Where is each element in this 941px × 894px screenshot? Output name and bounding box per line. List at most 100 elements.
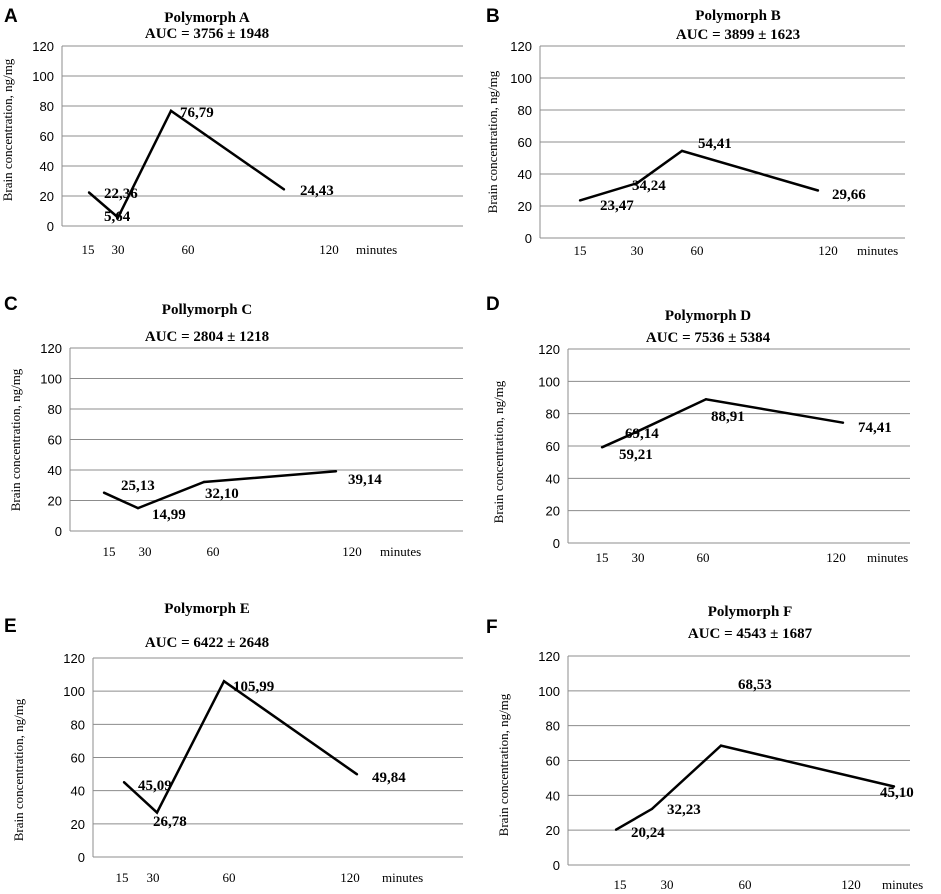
y-tick-label: 60 bbox=[546, 754, 560, 769]
chart-panel-d: D Polymorph D AUC = 7536 ± 5384 0 20 40 60 80 10… bbox=[486, 294, 910, 565]
y-tick-label: 20 bbox=[40, 189, 54, 204]
y-tick-label: 120 bbox=[538, 342, 560, 357]
data-point bbox=[892, 785, 896, 788]
data-point bbox=[635, 182, 639, 185]
auc-subtitle: AUC = 3899 ± 1623 bbox=[676, 27, 800, 43]
y-tick-label: 60 bbox=[48, 433, 62, 448]
data-label: 68,53 bbox=[738, 677, 772, 693]
chart-panel-b: B Polymorph B AUC = 3899 ± 1623 0 20 40 60 80 10… bbox=[485, 6, 905, 258]
y-tick-label: 100 bbox=[63, 684, 85, 699]
data-point bbox=[636, 430, 640, 433]
series-line bbox=[579, 149, 819, 202]
y-tick-label: 80 bbox=[546, 407, 560, 422]
x-tick-label: 30 bbox=[147, 870, 160, 885]
y-tick-label: 0 bbox=[553, 858, 560, 873]
auc-subtitle: AUC = 4543 ± 1687 bbox=[688, 626, 813, 642]
auc-subtitle: AUC = 2804 ± 1218 bbox=[145, 329, 269, 345]
y-tick-label: 100 bbox=[538, 374, 560, 389]
y-tick-label: 100 bbox=[40, 372, 62, 387]
data-label: 23,47 bbox=[600, 198, 634, 214]
data-label: 5,64 bbox=[104, 209, 131, 225]
x-tick-label: 120 bbox=[319, 242, 339, 257]
x-tick-label: 120 bbox=[818, 243, 838, 258]
x-tick-label: 120 bbox=[342, 544, 362, 559]
data-label: 25,13 bbox=[121, 478, 155, 494]
x-tick-label: 30 bbox=[139, 544, 152, 559]
chart-title: Polymorph A bbox=[164, 10, 250, 26]
y-tick-label: 20 bbox=[546, 823, 560, 838]
y-tick-label: 120 bbox=[32, 39, 54, 54]
panel-letter: C bbox=[4, 294, 18, 315]
x-axis-unit: minutes bbox=[382, 870, 423, 885]
y-tick-label: 80 bbox=[546, 719, 560, 734]
y-tick-label: 100 bbox=[32, 69, 54, 84]
data-point bbox=[102, 491, 106, 494]
x-tick-label: 60 bbox=[207, 544, 220, 559]
x-tick-label: 15 bbox=[103, 544, 116, 559]
chart-panel-f: F Polymorph F AUC = 4543 ± 1687 0 20 40 60 80 10… bbox=[486, 604, 923, 892]
series-line bbox=[88, 108, 285, 220]
y-tick-label: 100 bbox=[538, 684, 560, 699]
data-point bbox=[282, 188, 286, 191]
data-label: 32,10 bbox=[205, 486, 239, 502]
y-tick-label: 80 bbox=[71, 717, 85, 732]
data-point bbox=[136, 506, 140, 510]
data-label: 45,09 bbox=[138, 778, 172, 794]
x-tick-label: 30 bbox=[631, 243, 644, 258]
y-tick-label: 120 bbox=[538, 649, 560, 664]
y-tick-label: 20 bbox=[518, 199, 532, 214]
x-axis-unit: minutes bbox=[857, 243, 898, 258]
data-point bbox=[116, 216, 120, 219]
chart-title: Polymorph D bbox=[665, 308, 751, 324]
data-label: 29,66 bbox=[832, 187, 866, 203]
auc-subtitle: AUC = 7536 ± 5384 bbox=[646, 330, 771, 346]
series-line bbox=[615, 744, 895, 831]
x-tick-label: 15 bbox=[82, 242, 95, 257]
data-label: 26,78 bbox=[153, 814, 187, 830]
series-line bbox=[601, 398, 844, 449]
y-tick-label: 60 bbox=[518, 135, 532, 150]
data-label: 59,21 bbox=[619, 447, 653, 463]
data-point bbox=[87, 191, 91, 194]
data-label: 49,84 bbox=[372, 770, 406, 786]
data-label: 45,10 bbox=[880, 785, 914, 801]
y-tick-label: 0 bbox=[553, 536, 560, 551]
y-tick-label: 60 bbox=[71, 751, 85, 766]
y-axis-label: Brain concentration, ng/mg bbox=[11, 698, 26, 841]
data-point bbox=[614, 828, 618, 831]
y-axis-label: Brain concentration, ng/mg bbox=[491, 380, 506, 523]
x-axis-unit: minutes bbox=[380, 544, 421, 559]
x-tick-label: 30 bbox=[632, 550, 645, 565]
x-tick-label: 15 bbox=[596, 550, 609, 565]
chart-title: Polymorph E bbox=[164, 601, 249, 617]
y-tick-label: 40 bbox=[48, 463, 62, 478]
data-label: 24,43 bbox=[300, 183, 334, 199]
chart-panel-c: C Pollymorph C AUC = 2804 ± 1218 0 20 40 60 80 1… bbox=[4, 294, 463, 559]
x-tick-label: 120 bbox=[841, 877, 861, 892]
data-point bbox=[816, 189, 820, 192]
data-label: 54,41 bbox=[698, 136, 732, 152]
data-label: 34,24 bbox=[632, 178, 666, 194]
data-label: 22,36 bbox=[104, 186, 138, 202]
data-point bbox=[704, 398, 708, 401]
y-tick-label: 0 bbox=[47, 219, 54, 234]
data-label: 20,24 bbox=[631, 825, 665, 841]
x-axis-unit: minutes bbox=[867, 550, 908, 565]
y-tick-label: 100 bbox=[510, 71, 532, 86]
panel-letter: D bbox=[486, 294, 500, 315]
y-axis-label: Brain concentration, ng/mg bbox=[8, 368, 23, 511]
x-tick-label: 60 bbox=[182, 242, 195, 257]
y-tick-label: 120 bbox=[63, 651, 85, 666]
data-point bbox=[650, 807, 654, 811]
data-point bbox=[600, 446, 604, 449]
y-axis-label: Brain concentration, ng/mg bbox=[0, 58, 15, 201]
x-tick-label: 30 bbox=[112, 242, 125, 257]
y-tick-label: 120 bbox=[510, 39, 532, 54]
y-axis-label: Brain concentration, ng/mg bbox=[485, 70, 500, 213]
x-tick-label: 60 bbox=[691, 243, 704, 258]
y-tick-label: 0 bbox=[78, 850, 85, 865]
y-tick-label: 40 bbox=[518, 167, 532, 182]
y-tick-label: 20 bbox=[546, 504, 560, 519]
x-tick-label: 15 bbox=[614, 877, 627, 892]
